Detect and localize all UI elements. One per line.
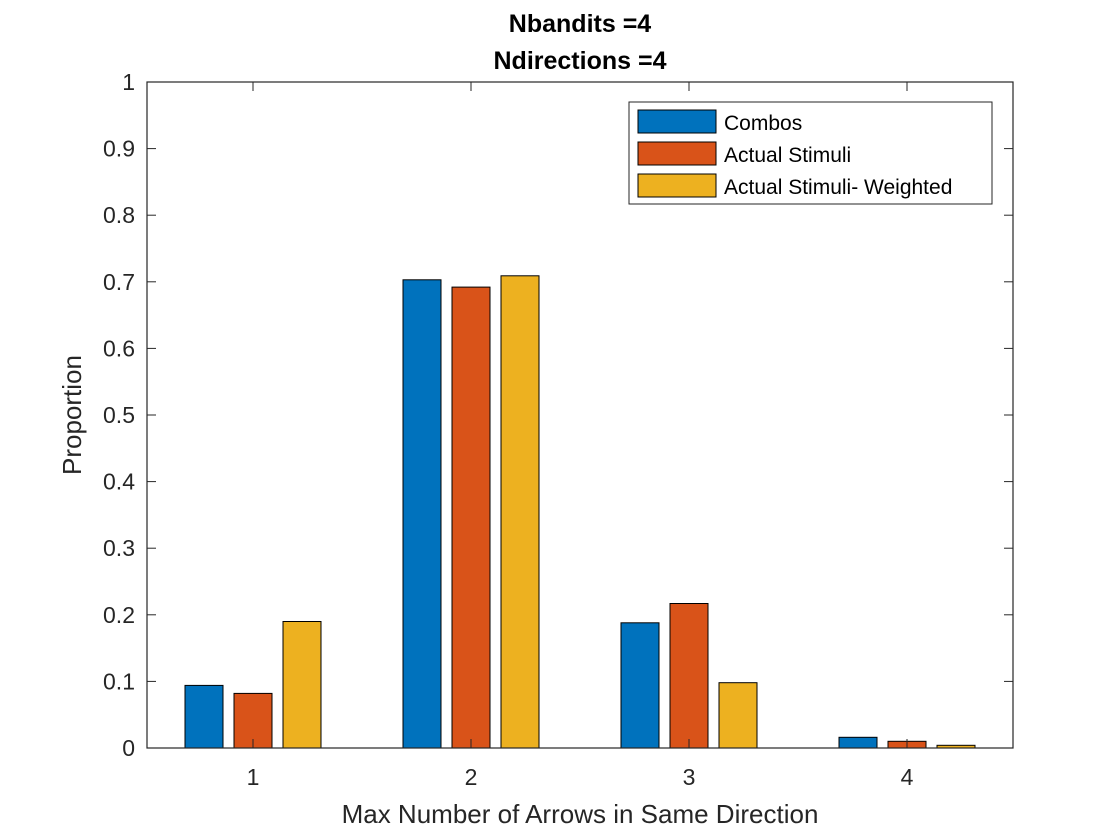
x-tick-label: 1 [247,764,260,790]
y-tick-label: 0.2 [103,602,135,628]
x-tick-label: 2 [465,764,478,790]
legend-swatch-actual-stimuli-weighted [637,173,717,198]
bar-combos-1 [184,684,224,749]
bars-group [184,275,976,749]
bar-actual-stimuli-3 [669,603,709,749]
axes-box [146,81,1014,749]
y-tick-label: 0.3 [103,535,135,561]
y-tick-label: 0.9 [103,136,135,162]
y-tick-label: 0.4 [103,469,135,495]
legend-label-actual-stimuli: Actual Stimuli [724,144,851,167]
y-tick-label: 0.5 [103,402,135,428]
bar-actual-stimuli-weighted-1 [282,621,322,749]
bar-actual-stimuli-2 [451,286,491,749]
bar-actual-stimuli-weighted-2 [500,275,540,749]
x-axis-label: Max Number of Arrows in Same Direction [342,799,819,829]
chart-title-line-2: Ndirections =4 [494,47,667,75]
legend: Combos Actual Stimuli Actual Stimuli- We… [628,101,993,205]
ticks-group: 0 0.1 0.2 0.3 0.4 0.5 0.6 0.7 0.8 0.9 1 1 2 3 4 [103,69,1013,790]
y-axis-label: Proportion [57,355,87,475]
bar-combos-3 [620,622,660,749]
y-tick-label: 0.1 [103,668,135,694]
legend-swatch-actual-stimuli [637,141,717,166]
y-tick-label: 1 [122,69,135,95]
bar-actual-stimuli-weighted-3 [718,682,758,749]
x-tick-label: 3 [683,764,696,790]
legend-label-combos: Combos [724,112,802,135]
x-tick-label: 4 [901,764,914,790]
y-tick-label: 0.6 [103,335,135,361]
legend-swatch-combos [637,109,717,134]
bar-combos-4 [838,736,878,749]
y-tick-label: 0.7 [103,269,135,295]
y-tick-label: 0.8 [103,202,135,228]
legend-label-actual-stimuli-weighted: Actual Stimuli- Weighted [724,176,952,199]
y-tick-label: 0 [122,735,135,761]
bar-combos-2 [402,279,442,749]
chart-title-line-1: Nbandits =4 [509,10,651,38]
